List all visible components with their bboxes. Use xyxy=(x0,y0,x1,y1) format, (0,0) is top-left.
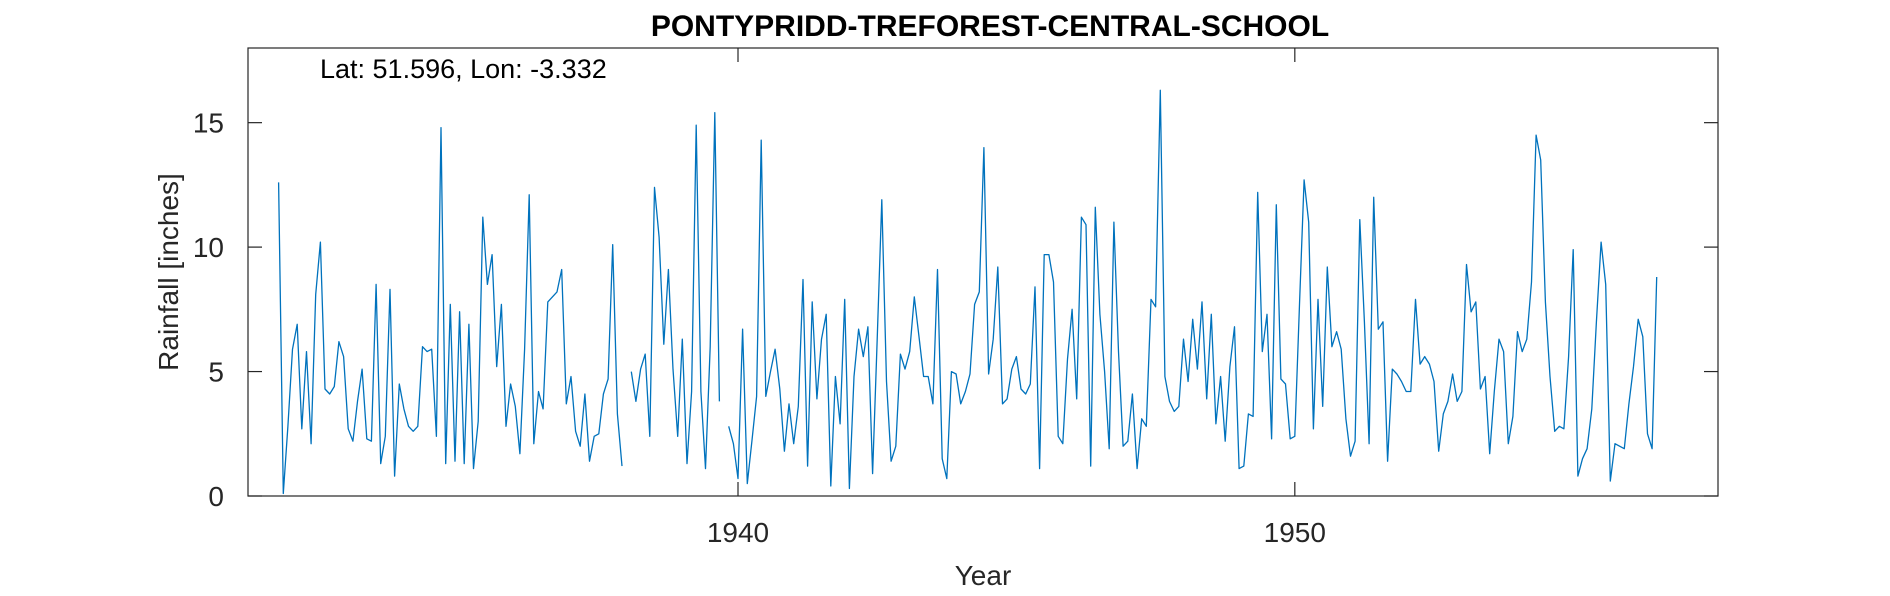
x-tick-label: 1950 xyxy=(1264,517,1326,548)
x-axis: 1940 1950 xyxy=(707,48,1326,548)
x-axis-label: Year xyxy=(955,560,1012,591)
y-tick-label: 10 xyxy=(193,232,224,263)
plot-frame xyxy=(247,47,1719,497)
station-coordinates-annotation: Lat: 51.596, Lon: -3.332 xyxy=(320,54,607,84)
y-tick-label: 15 xyxy=(193,108,224,139)
series-group xyxy=(277,89,1658,495)
x-tick-label: 1940 xyxy=(707,517,769,548)
y-axis-label: Rainfall [inches] xyxy=(153,173,184,371)
rainfall-series-line xyxy=(277,89,1658,495)
chart-title: PONTYPRIDD-TREFOREST-CENTRAL-SCHOOL xyxy=(651,10,1329,43)
y-axis: 0 5 10 15 xyxy=(193,108,1718,512)
y-tick-label: 0 xyxy=(208,481,224,512)
y-tick-label: 5 xyxy=(208,357,224,388)
